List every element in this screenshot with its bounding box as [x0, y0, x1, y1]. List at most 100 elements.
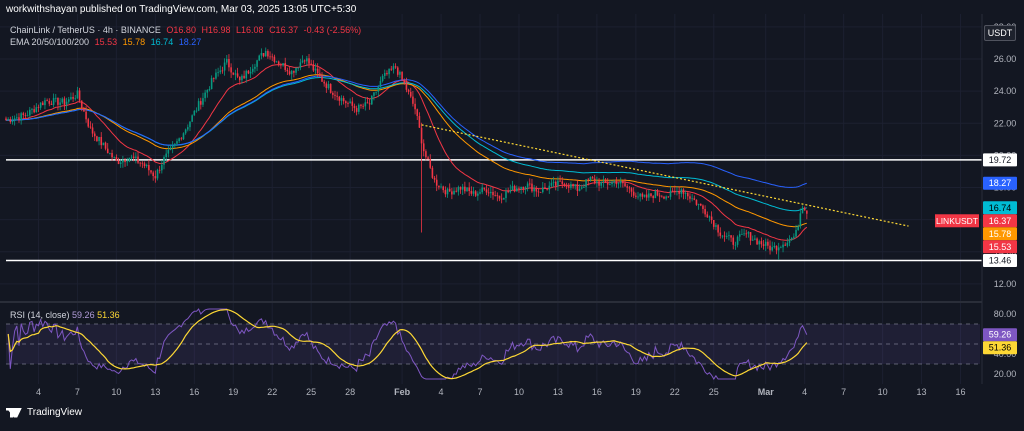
candle-body: [474, 191, 477, 196]
candle-body: [615, 181, 618, 185]
time-tick-label: 16: [592, 387, 602, 397]
candle-body: [249, 71, 252, 74]
ohlc-legend: ChainLink / TetherUS · 4h · BINANCE O16.…: [10, 25, 364, 35]
candle-body: [459, 187, 462, 190]
candle-body: [59, 102, 61, 105]
candle-body: [567, 186, 570, 188]
candle-body: [407, 89, 410, 92]
candle-body: [769, 245, 771, 251]
candle-body: [548, 185, 551, 190]
candle-body: [741, 234, 743, 235]
brand-label: TradingView: [27, 407, 83, 418]
candle-body: [31, 109, 33, 110]
candle-body: [308, 58, 310, 64]
candle-body: [704, 209, 706, 215]
candle-body: [230, 67, 232, 73]
candle-body: [503, 198, 505, 200]
candle-body: [598, 181, 600, 186]
candle-body: [202, 98, 204, 105]
candle-body: [440, 186, 442, 188]
currency-button[interactable]: USDT: [984, 25, 1016, 41]
rsi-value: 59.26: [72, 310, 95, 320]
candle-body: [70, 96, 72, 100]
ema-label[interactable]: EMA 20/50/100/200: [10, 37, 90, 47]
candle-body: [481, 187, 483, 193]
candle-body: [394, 66, 397, 68]
candle-body: [217, 72, 219, 74]
candle-body: [565, 186, 568, 187]
candle-body: [751, 239, 754, 241]
candle-body: [773, 245, 776, 248]
candle-body: [338, 96, 341, 101]
candle-body: [130, 156, 133, 158]
candle-body: [797, 226, 799, 231]
candle-body: [604, 180, 607, 183]
candle-body: [180, 138, 183, 140]
candle-body: [106, 148, 109, 154]
candle-body: [74, 98, 77, 100]
candle-body: [760, 241, 763, 245]
candle-body: [749, 232, 752, 241]
candle-body: [531, 183, 533, 192]
candle-body: [687, 193, 689, 197]
level-tag: [983, 253, 1017, 267]
candle-body: [767, 241, 769, 246]
candle-body: [325, 83, 328, 89]
candle-body: [526, 183, 529, 188]
candle-body: [771, 247, 774, 251]
candle-body: [487, 192, 490, 194]
candle-body: [342, 98, 345, 102]
rsi-tick-label: 80.00: [994, 309, 1017, 319]
candle-body: [243, 75, 245, 79]
candle-body: [725, 235, 728, 237]
price-tag: [983, 176, 1017, 190]
candle-body: [682, 189, 685, 194]
candle-body: [321, 76, 323, 82]
candle-body: [360, 104, 362, 106]
candle-body: [483, 187, 486, 190]
candle-body: [648, 193, 650, 198]
candle-body: [451, 191, 453, 195]
candle-body: [65, 101, 68, 105]
time-tick-label: Mar: [758, 387, 775, 397]
candle-body: [184, 129, 187, 134]
rsi-band: [6, 324, 980, 364]
candle-body: [433, 177, 436, 180]
candle-body: [550, 182, 553, 186]
candle-body: [535, 188, 538, 192]
symbol-name[interactable]: ChainLink / TetherUS · 4h · BINANCE: [10, 25, 161, 35]
candle-body: [723, 235, 726, 237]
candle-body: [358, 104, 360, 112]
candle-body: [379, 80, 382, 87]
candle-body: [85, 111, 87, 120]
candle-body: [626, 186, 628, 188]
candle-body: [37, 107, 40, 109]
candle-body: [67, 99, 70, 102]
candle-body: [117, 160, 120, 164]
candle-body: [258, 55, 261, 61]
candle-body: [189, 121, 191, 128]
level-tag: [983, 153, 1017, 167]
time-tick-label: 10: [878, 387, 888, 397]
candle-body: [743, 233, 745, 235]
ema50-value: 15.78: [122, 37, 146, 47]
candle-body: [336, 95, 338, 97]
tradingview-brand[interactable]: TradingView: [6, 407, 82, 418]
symbol-tag-label: LINKUSDT: [936, 216, 978, 226]
symbol-tag: [935, 214, 979, 228]
candle-body: [290, 70, 293, 75]
candle-body: [477, 193, 479, 196]
candle-body: [803, 207, 806, 211]
candle-body: [282, 63, 284, 66]
candle-body: [585, 179, 587, 188]
candle-body: [754, 238, 756, 240]
candle-body: [93, 133, 96, 137]
candle-body: [448, 188, 451, 192]
rsi-tick-label: 20.00: [994, 369, 1017, 379]
time-tick-label: 4: [439, 387, 444, 397]
candle-body: [115, 157, 118, 161]
ema-line-200: [6, 75, 807, 188]
candle-body: [641, 193, 644, 197]
rsi-label[interactable]: RSI (14, close): [10, 310, 70, 320]
